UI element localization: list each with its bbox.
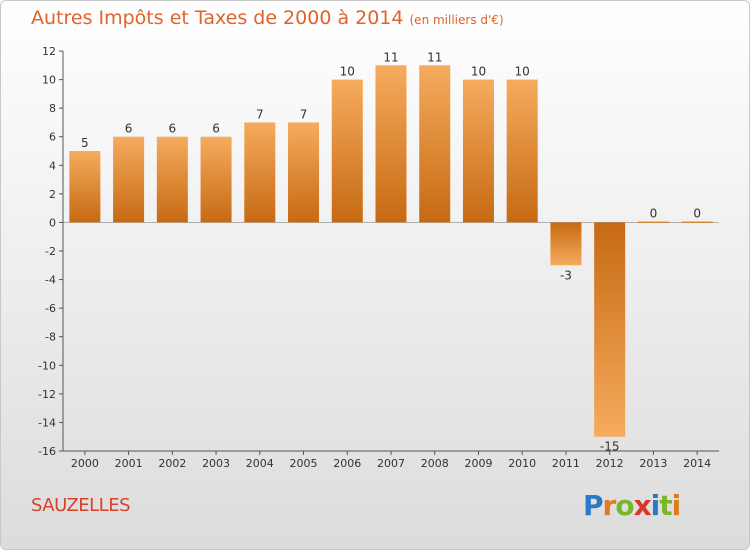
bar [200, 136, 232, 223]
bar [113, 136, 145, 223]
value-labels: 5 6 6 6 7 7 10 11 11 10 10 -3 -15 0 0 [81, 50, 701, 453]
value-label: 0 [650, 206, 658, 220]
bar [156, 136, 188, 223]
value-label: 7 [256, 107, 264, 121]
bar [681, 221, 713, 223]
bar [331, 79, 363, 223]
bar [288, 122, 320, 223]
bar [419, 65, 451, 223]
commune-name: SAUZELLES [31, 495, 131, 516]
value-label: 10 [471, 65, 486, 79]
y-tick-label: 6 [49, 131, 56, 144]
y-tick-label: -12 [38, 388, 56, 401]
y-tick-label: -6 [45, 302, 56, 315]
x-tick-label: 2005 [290, 457, 318, 470]
value-label: 10 [515, 65, 530, 79]
value-label: -3 [560, 268, 572, 282]
chart-title: Autres Impôts et Taxes de 2000 à 2014 (en… [31, 7, 504, 29]
bar [594, 222, 626, 437]
x-tick-label: 2002 [158, 457, 186, 470]
x-tick-label: 2008 [421, 457, 449, 470]
bar [244, 122, 276, 223]
logo-letter: i [650, 489, 661, 522]
x-tick-label: 2003 [202, 457, 230, 470]
x-tick-label: 2000 [71, 457, 99, 470]
bar [637, 221, 669, 223]
y-tick-label: -16 [38, 445, 56, 458]
value-label: 10 [340, 65, 355, 79]
logo-letter: P [583, 489, 604, 522]
x-tick-label: 2013 [639, 457, 667, 470]
value-label: -15 [600, 440, 620, 454]
proxiti-logo[interactable]: Proxiti [583, 489, 682, 522]
bar [550, 222, 582, 266]
x-tick-label: 2010 [508, 457, 536, 470]
x-tick-label: 2011 [552, 457, 580, 470]
bars [69, 65, 713, 437]
y-tick-label: -2 [45, 245, 56, 258]
y-tick-label: -4 [45, 274, 56, 287]
value-label: 5 [81, 136, 89, 150]
logo-letter: o [615, 489, 634, 522]
logo-letter: t [659, 489, 672, 522]
value-label: 6 [212, 122, 220, 136]
value-label: 11 [427, 50, 442, 64]
logo-letter: x [633, 489, 652, 522]
y-tick-label: 0 [49, 216, 56, 229]
value-label: 0 [693, 206, 701, 220]
bar [69, 151, 101, 223]
value-label: 6 [169, 122, 177, 136]
bar [375, 65, 407, 223]
x-tick-label: 2006 [333, 457, 361, 470]
value-label: 11 [383, 50, 398, 64]
x-tick-label: 2004 [246, 457, 274, 470]
y-tick-label: 4 [49, 159, 56, 172]
x-tick-label: 2001 [115, 457, 143, 470]
chart-unit-note: (en milliers d'€) [409, 13, 504, 27]
x-tick-label: 2009 [464, 457, 492, 470]
value-label: 7 [300, 107, 308, 121]
y-tick-label: -14 [38, 416, 56, 429]
x-tick-label: 2012 [596, 457, 624, 470]
bar [506, 79, 538, 223]
y-tick-label: -8 [45, 331, 56, 344]
logo-letter: r [602, 489, 617, 522]
chart-title-text: Autres Impôts et Taxes de 2000 à 2014 [31, 7, 404, 29]
bar [462, 79, 494, 223]
y-tick-label: -10 [38, 359, 56, 372]
logo-letter: i [671, 489, 682, 522]
axes: 12 10 8 6 4 2 0 -2 -4 -6 -8 -10 -12 -14 -16 2000 2001 200… [38, 45, 719, 470]
y-tick-label: 12 [42, 45, 56, 58]
value-label: 6 [125, 122, 133, 136]
y-tick-label: 2 [49, 188, 56, 201]
x-tick-label: 2014 [683, 457, 711, 470]
y-tick-label: 8 [49, 102, 56, 115]
y-tick-label: 10 [42, 74, 56, 87]
x-tick-label: 2007 [377, 457, 405, 470]
